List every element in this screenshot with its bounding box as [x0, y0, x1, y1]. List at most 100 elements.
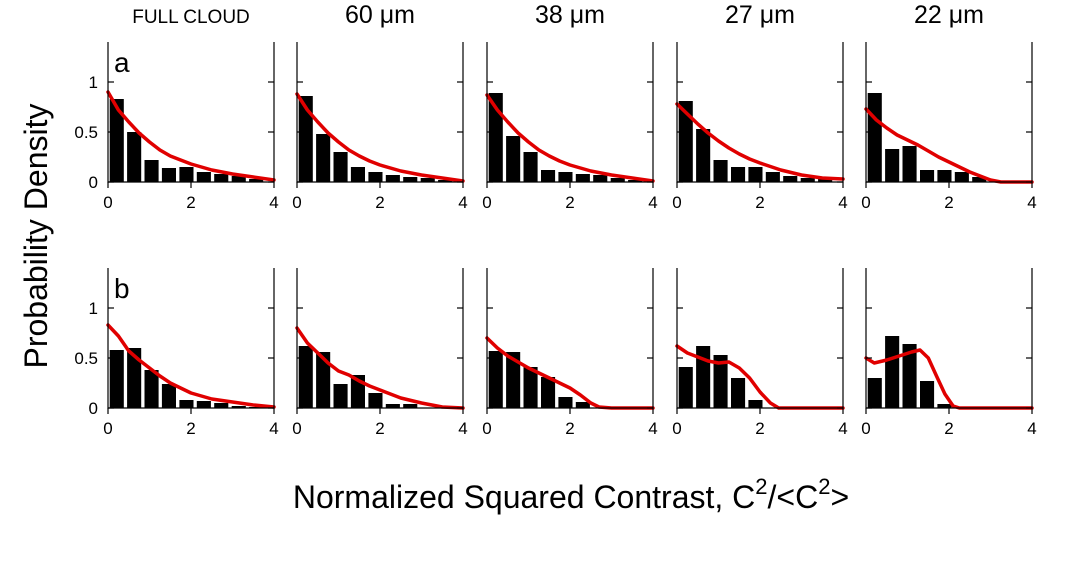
panel-a-3: 0 2 4	[482, 42, 658, 212]
histogram-bar	[214, 174, 229, 182]
histogram-bar	[748, 400, 763, 408]
histogram-bar	[333, 152, 348, 182]
fit-curve	[675, 102, 845, 181]
histogram-bar	[488, 93, 503, 182]
x-tick-label: 2	[565, 193, 574, 212]
histogram-bar	[867, 378, 882, 408]
x-tick-label: 2	[186, 419, 195, 438]
histogram-bar	[558, 172, 573, 182]
y-tick-label: 0	[89, 173, 98, 192]
fit-curve	[864, 348, 1034, 410]
fit-curve	[295, 326, 465, 410]
x-tick-label: 4	[1027, 193, 1036, 212]
histogram-bar	[231, 176, 246, 182]
x-tick-label: 4	[838, 193, 847, 212]
histogram-bar	[731, 167, 746, 182]
histogram-bar	[506, 352, 521, 408]
histogram-bar	[368, 393, 383, 408]
histogram-bar	[867, 93, 882, 182]
x-tick-label: 2	[944, 193, 953, 212]
x-tick-label: 2	[565, 419, 574, 438]
x-axis-title-end: >	[830, 479, 849, 515]
x-tick-label: 4	[269, 193, 278, 212]
histogram-bar	[196, 401, 211, 408]
fit-curve	[106, 323, 276, 409]
x-tick-label: 4	[838, 419, 847, 438]
histogram-bar	[954, 172, 969, 182]
x-tick-label: 0	[482, 419, 491, 438]
panel-b-5: 0 2 4	[861, 268, 1037, 438]
histogram-bar	[127, 348, 142, 408]
x-axis-title-main: Normalized Squared Contrast, C	[293, 479, 755, 515]
figure-labels: Probability Density Normalized Squared C…	[18, 104, 849, 516]
x-tick-label: 0	[103, 419, 112, 438]
histogram-bar	[109, 350, 124, 408]
histogram-bar	[920, 381, 935, 408]
x-tick-label: 2	[375, 193, 384, 212]
histogram-bar	[196, 172, 211, 182]
histogram-bar	[109, 99, 124, 182]
histogram-bar	[885, 336, 900, 408]
histogram-bar	[214, 403, 229, 408]
histogram-bar	[558, 397, 573, 408]
fit-curve	[485, 336, 655, 410]
histogram-bar	[506, 136, 521, 182]
histogram-bar	[610, 178, 625, 182]
histogram-bar	[385, 175, 400, 182]
x-tick-label: 0	[292, 193, 301, 212]
histogram-bar	[902, 344, 917, 408]
column-title: 60 μm	[345, 1, 415, 29]
x-axis-title-sup-1: 2	[755, 474, 767, 499]
histogram-bar	[249, 179, 264, 182]
y-tick-label: 1	[89, 73, 98, 92]
histogram-bar	[731, 378, 746, 408]
fit-curve	[864, 107, 1034, 184]
x-tick-label: 0	[103, 193, 112, 212]
panel-b-3: 0 2 4	[482, 268, 658, 438]
panel-a-2: 0 2 4	[292, 42, 468, 212]
histogram-bar	[523, 367, 538, 408]
histogram-bar	[403, 177, 418, 182]
panel-a-5: 0 2 4	[861, 42, 1037, 212]
histogram-bar	[161, 168, 176, 182]
histogram-bar	[575, 174, 590, 182]
histogram-bar	[488, 351, 503, 408]
x-tick-label: 2	[755, 419, 764, 438]
panel-b-2: 0 2 4	[292, 268, 468, 438]
fit-curve	[675, 344, 845, 410]
x-tick-label: 4	[1027, 419, 1036, 438]
x-tick-label: 0	[861, 419, 870, 438]
x-axis-title: Normalized Squared Contrast, C2/<C2>	[293, 474, 849, 515]
x-tick-label: 0	[672, 419, 681, 438]
histogram-bar	[920, 170, 935, 182]
x-axis-title-mid: /<C	[768, 479, 819, 515]
histogram-bar	[161, 384, 176, 408]
histogram-bar	[179, 400, 194, 408]
histogram-bar	[144, 370, 159, 408]
column-title: 38 μm	[535, 1, 605, 29]
x-tick-label: 2	[375, 419, 384, 438]
panel-b-4: 0 2 4	[672, 268, 848, 438]
fit-curve	[485, 93, 655, 183]
histogram-bar	[748, 167, 763, 182]
histogram-bar	[628, 180, 643, 182]
x-tick-label: 0	[482, 193, 491, 212]
histogram-bar	[231, 406, 246, 408]
column-title: 22 μm	[914, 1, 984, 29]
histogram-bar	[179, 167, 194, 182]
histogram-bar	[593, 175, 608, 182]
histogram-bar	[818, 179, 833, 182]
histogram-bar	[385, 404, 400, 408]
x-tick-label: 0	[861, 193, 870, 212]
histogram-bar	[678, 101, 693, 182]
histogram-bar	[316, 352, 331, 408]
y-axis-title: Probability Density	[18, 104, 54, 369]
histogram-bar	[144, 160, 159, 182]
histogram-bar	[541, 170, 556, 182]
x-tick-label: 2	[755, 193, 764, 212]
x-tick-label: 2	[186, 193, 195, 212]
histogram-bar	[902, 146, 917, 182]
histogram-bar	[800, 178, 815, 182]
